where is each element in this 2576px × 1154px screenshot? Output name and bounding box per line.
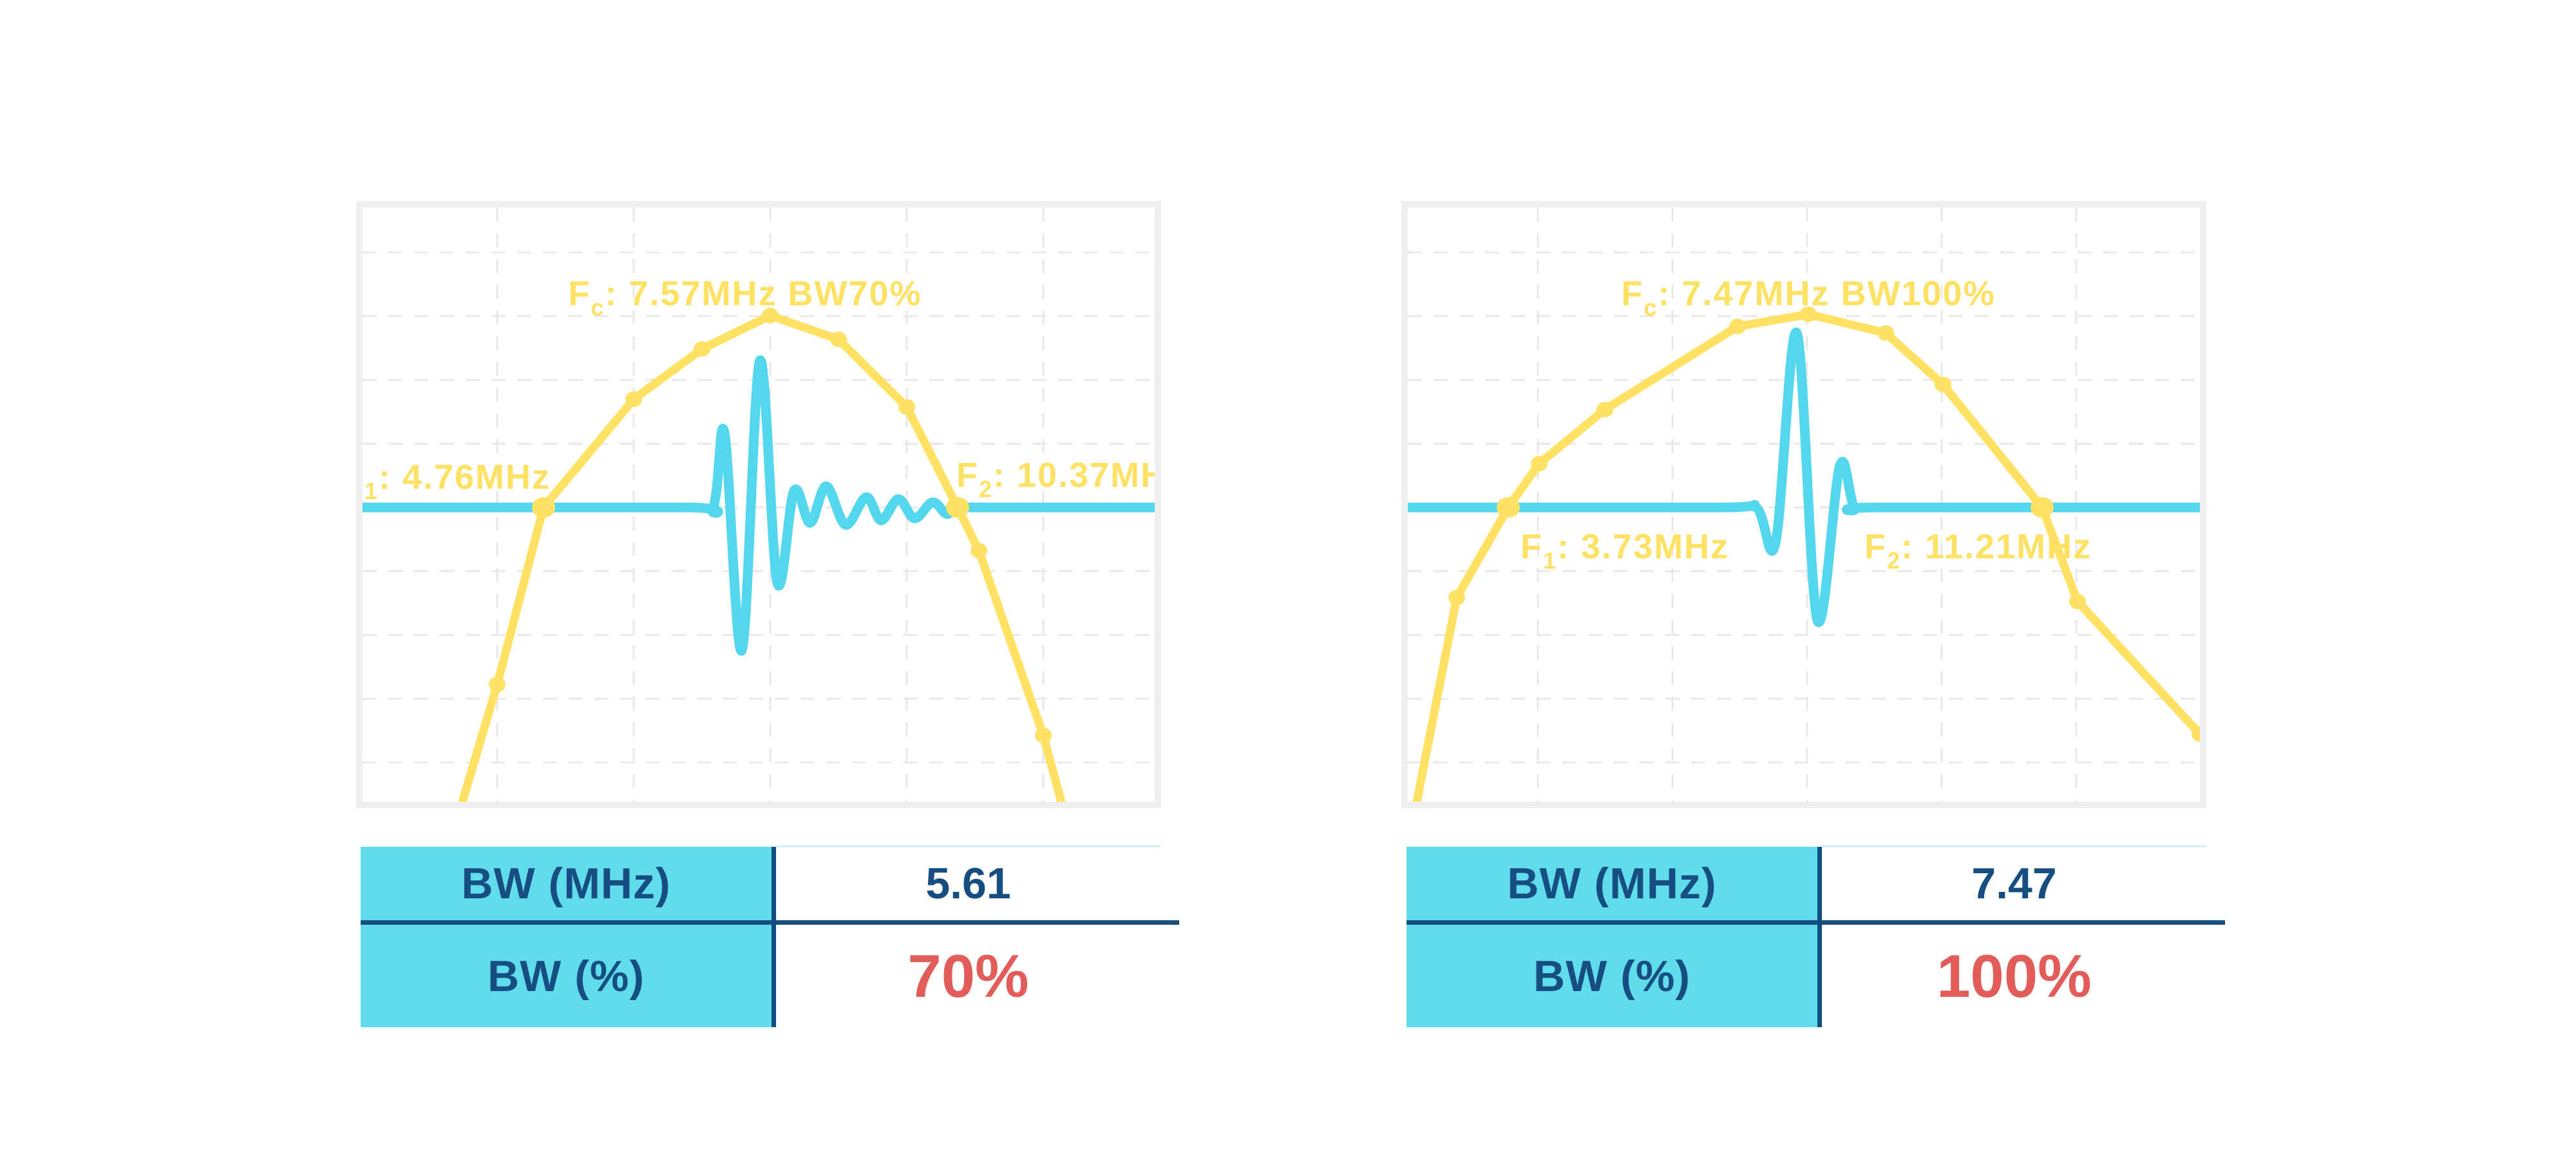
data-point-markers — [1448, 307, 2200, 742]
annotation-f1: F1: 3.73MHz — [1520, 527, 1729, 574]
annotation-f2: F2: 11.21MHz — [1864, 527, 2092, 574]
band-edge-marker — [2031, 497, 2054, 518]
bw-pct-label: BW (%) — [1533, 951, 1690, 1001]
band-edge-marker — [532, 497, 555, 518]
bw-mhz-value: 5.61 — [925, 859, 1011, 908]
annotation-fc: Fc: 7.47MHz BW100% — [1621, 274, 1995, 321]
band-edge-marker — [946, 497, 969, 518]
label-column-background — [361, 847, 772, 1027]
bw-mhz-label: BW (MHz) — [1507, 859, 1717, 908]
bw-mhz-value: 7.47 — [1971, 859, 2057, 908]
value-column-top-border — [776, 845, 1160, 847]
spectrum-curve — [1412, 310, 2200, 802]
annotation-f2: F2: 10.37MHz — [956, 456, 1155, 502]
bw-mhz-value-cell: 5.61 — [776, 847, 1160, 920]
column-divider-line — [1817, 847, 1822, 1027]
bw-pct-label-cell: BW (%) — [361, 925, 772, 1027]
bw-mhz-label: BW (MHz) — [461, 859, 671, 908]
bw-pct-value: 100% — [1937, 941, 2092, 1010]
pulse-waveform — [363, 355, 1155, 656]
pulse-waveform — [1408, 327, 2200, 627]
value-column-top-border — [1822, 845, 2206, 847]
spectrum-curve — [458, 311, 1066, 802]
annotation-fc: Fc: 7.57MHz BW70% — [568, 274, 922, 321]
left-spectrum-chart: Fc: 7.57MHz BW70% F1: 4.76MHz F2: 10.37MHz — [363, 207, 1155, 802]
column-divider-line — [772, 847, 776, 1027]
bw-pct-value-cell: 70% — [776, 925, 1160, 1027]
row-divider-line — [361, 920, 1179, 925]
right-spectrum-chart: Fc: 7.47MHz BW100% F1: 3.73MHz F2: 11.21MH… — [1408, 207, 2200, 802]
label-column-background — [1406, 847, 1817, 1027]
bw-pct-value: 70% — [907, 941, 1029, 1010]
right-chart-frame: Fc: 7.47MHz BW100% F1: 3.73MHz F2: 11.21MH… — [1401, 201, 2206, 808]
bw-mhz-label-cell: BW (MHz) — [361, 847, 772, 920]
band-edge-marker — [1497, 497, 1520, 518]
bw-pct-label: BW (%) — [488, 951, 645, 1001]
annotation-f1: F1: 4.76MHz — [363, 458, 551, 504]
left-chart-frame: Fc: 7.57MHz BW70% F1: 4.76MHz F2: 10.37MHz — [356, 201, 1161, 808]
data-point-markers — [489, 308, 1052, 743]
bw-pct-label-cell: BW (%) — [1406, 925, 1817, 1027]
row-divider-line — [1406, 920, 2225, 925]
bw-mhz-value-cell: 7.47 — [1822, 847, 2206, 920]
bw-mhz-label-cell: BW (MHz) — [1406, 847, 1817, 920]
bw-pct-value-cell: 100% — [1822, 925, 2206, 1027]
